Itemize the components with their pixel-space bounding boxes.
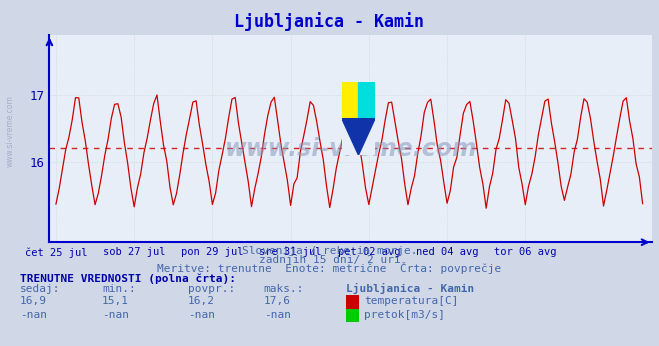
Text: pretok[m3/s]: pretok[m3/s]: [364, 310, 445, 320]
Text: temperatura[C]: temperatura[C]: [364, 297, 459, 307]
Text: www.si-vreme.com: www.si-vreme.com: [225, 137, 477, 161]
Text: Ljubljanica - Kamin: Ljubljanica - Kamin: [235, 12, 424, 31]
Text: 16,2: 16,2: [188, 297, 215, 307]
Text: -nan: -nan: [264, 310, 291, 320]
Text: -nan: -nan: [20, 310, 47, 320]
Text: povpr.:: povpr.:: [188, 284, 235, 294]
Text: www.si-vreme.com: www.si-vreme.com: [5, 95, 14, 167]
Text: TRENUTNE VREDNOSTI (polna črta):: TRENUTNE VREDNOSTI (polna črta):: [20, 273, 236, 284]
Text: Ljubljanica - Kamin: Ljubljanica - Kamin: [346, 283, 474, 294]
Text: 15,1: 15,1: [102, 297, 129, 307]
Text: -nan: -nan: [102, 310, 129, 320]
Text: maks.:: maks.:: [264, 284, 304, 294]
Text: sedaj:: sedaj:: [20, 284, 60, 294]
Text: zadnjih 15 dni/ 2 uri: zadnjih 15 dni/ 2 uri: [258, 255, 401, 265]
Text: 17,6: 17,6: [264, 297, 291, 307]
Text: min.:: min.:: [102, 284, 136, 294]
Text: -nan: -nan: [188, 310, 215, 320]
Polygon shape: [342, 119, 375, 155]
Text: Meritve: trenutne  Enote: metrične  Črta: povprečje: Meritve: trenutne Enote: metrične Črta: …: [158, 262, 501, 274]
Polygon shape: [342, 82, 358, 119]
Text: 16,9: 16,9: [20, 297, 47, 307]
Text: Slovenija / reke in morje.: Slovenija / reke in morje.: [242, 246, 417, 256]
Polygon shape: [358, 82, 375, 119]
